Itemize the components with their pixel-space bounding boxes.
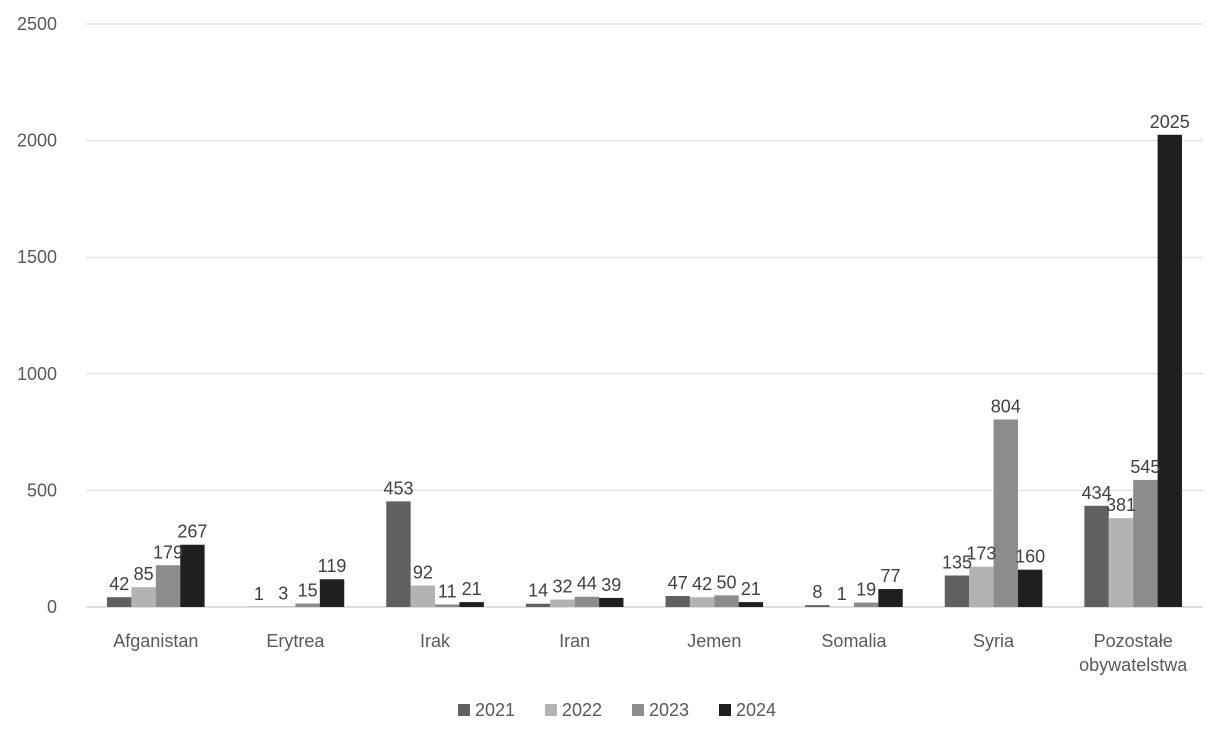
data-label: 21: [462, 579, 482, 599]
y-tick-label: 1500: [17, 247, 57, 267]
bar-2022-7: [1108, 518, 1134, 607]
y-axis-ticks: 0 500 1000 1500 2000 2500: [17, 14, 57, 617]
category-label: Pozostałe: [1094, 631, 1173, 651]
x-axis-categories: Afganistan Erytrea Irak Iran Jemen Somalia Syr…: [113, 631, 1188, 675]
category-label: Somalia: [821, 631, 887, 651]
data-label: 179: [153, 542, 183, 562]
data-label: 32: [552, 577, 572, 597]
bar-2021-2: [386, 501, 411, 607]
gridlines: [86, 23, 1203, 608]
data-label: 42: [109, 574, 129, 594]
category-label: obywatelstwa: [1079, 655, 1188, 675]
bar-2021-0: [107, 597, 132, 607]
data-label: 44: [577, 574, 597, 594]
data-label: 434: [1082, 483, 1112, 503]
category-label: Irak: [420, 631, 451, 651]
data-label: 39: [601, 575, 621, 595]
data-label: 21: [741, 579, 761, 599]
data-label: 42: [692, 574, 712, 594]
bar-2022-4: [689, 597, 715, 607]
legend-swatch-2022: [545, 704, 557, 716]
legend-label: 2022: [562, 700, 602, 720]
bar-2023-6: [993, 419, 1018, 607]
y-tick-label: 1000: [17, 364, 57, 384]
bar-2023-2: [435, 604, 460, 607]
data-label: 8: [812, 582, 822, 602]
bar-2024-3: [599, 597, 624, 607]
data-label: 14: [528, 581, 548, 601]
bar-2024-6: [1017, 569, 1043, 607]
category-label: Jemen: [687, 631, 741, 651]
legend-label: 2024: [736, 700, 776, 720]
bar-2022-2: [410, 585, 436, 607]
data-label: 1: [254, 584, 264, 604]
bar-2023-0: [155, 565, 181, 607]
data-label: 381: [1106, 495, 1136, 515]
bar-2022-1: [271, 606, 296, 607]
bar-2021-6: [944, 575, 970, 607]
data-label: 135: [942, 553, 972, 573]
bars: [107, 134, 1182, 607]
data-label: 453: [383, 478, 413, 498]
data-label: 50: [716, 572, 736, 592]
bar-2023-4: [714, 595, 739, 607]
data-label: 85: [134, 564, 154, 584]
bar-2023-1: [295, 603, 320, 607]
data-label: 173: [966, 544, 996, 564]
y-tick-label: 500: [27, 480, 57, 500]
category-label: Afganistan: [113, 631, 198, 651]
data-label: 19: [856, 580, 876, 600]
bar-2023-7: [1133, 479, 1158, 607]
legend-label: 2023: [649, 700, 689, 720]
legend-swatch-2023: [632, 704, 644, 716]
bar-2022-3: [550, 599, 575, 607]
bar-2021-4: [665, 596, 690, 607]
bar-2023-3: [574, 596, 600, 607]
data-label: 804: [991, 397, 1021, 417]
bar-2021-3: [525, 603, 551, 607]
bar-2024-0: [180, 544, 205, 607]
bar-2024-5: [878, 589, 903, 607]
data-label: 11: [438, 581, 457, 601]
bar-2024-7: [1157, 134, 1182, 607]
category-label: Erytrea: [266, 631, 325, 651]
bar-2022-0: [131, 587, 156, 607]
y-tick-label: 2000: [17, 131, 57, 151]
category-label: Syria: [973, 631, 1015, 651]
bar-2023-5: [853, 602, 879, 607]
data-label: 2025: [1150, 112, 1190, 132]
data-label: 92: [413, 563, 433, 583]
y-tick-label: 2500: [17, 14, 57, 34]
legend-swatch-2024: [719, 704, 731, 716]
data-label: 47: [668, 573, 688, 593]
legend-label: 2021: [475, 700, 515, 720]
category-label: Iran: [559, 631, 590, 651]
bar-2022-6: [969, 566, 994, 607]
data-label: 1: [837, 584, 847, 604]
bar-2024-4: [738, 602, 764, 607]
bar-2021-7: [1084, 505, 1109, 607]
data-label: 3: [278, 583, 288, 603]
y-tick-label: 0: [47, 597, 57, 617]
data-label: 15: [298, 581, 318, 601]
data-label: 545: [1130, 457, 1160, 477]
data-label: 77: [881, 566, 901, 586]
bar-2021-5: [805, 605, 830, 607]
data-label: 160: [1015, 547, 1045, 567]
bar-2024-2: [459, 602, 484, 607]
bar-2024-1: [319, 579, 345, 607]
data-label: 119: [318, 556, 347, 576]
data-label: 267: [177, 522, 207, 542]
legend-swatch-2021: [458, 704, 470, 716]
legend: 2021 2022 2023 2024: [458, 700, 776, 720]
